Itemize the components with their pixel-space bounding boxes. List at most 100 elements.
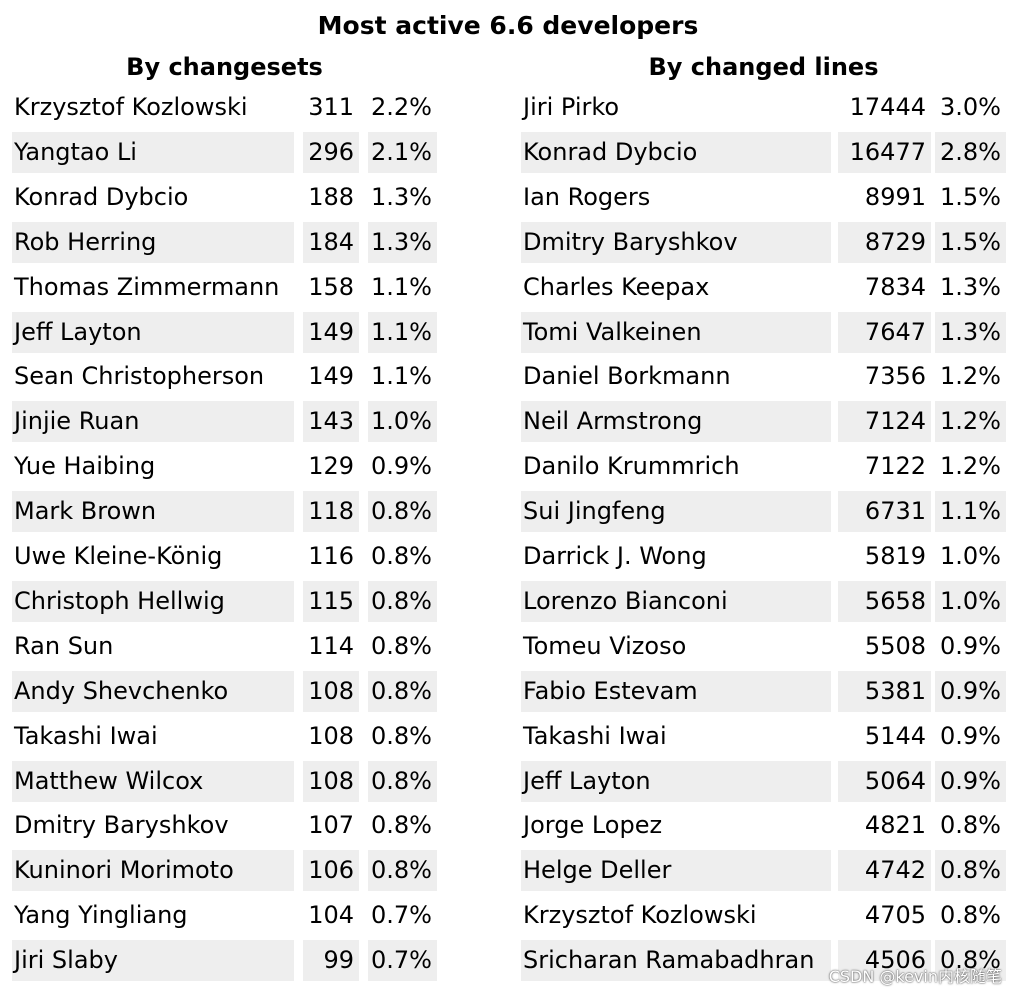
count-value: 158 [308,272,354,301]
count-value: 7122 [864,452,926,481]
count-value: 7124 [838,401,931,443]
count-value: 7834 [864,272,926,301]
developer-name: Rob Herring [12,221,294,263]
developer-name: Christoph Hellwig [12,580,294,622]
percent-value: 1.5% [940,182,1001,211]
count-value: 108 [303,670,359,712]
developer-name: Neil Armstrong [521,401,831,443]
percent-value: 2.1% [368,131,437,173]
percent-value: 1.1% [935,491,1006,533]
developer-name: Ran Sun [14,631,114,660]
developer-name: Dmitry Baryshkov [14,811,229,840]
percent-value: 0.9% [935,760,1006,802]
percent-value: 2.2% [371,93,432,121]
changesets-table-title: By changesets [126,53,323,81]
count-value: 115 [303,580,359,622]
developer-name: Helge Deller [521,850,831,892]
percent-value: 1.1% [371,272,432,301]
developer-name: Fabio Estevam [521,670,831,712]
developer-name: Charles Keepax [523,272,710,301]
percent-value: 3.0% [940,93,1001,121]
developer-name: Takashi Iwai [523,721,667,750]
developer-name: Thomas Zimmermann [14,272,280,301]
changed-lines-table-title: By changed lines [648,53,879,81]
developer-name: Yue Haibing [14,452,156,481]
developer-name: Kuninori Morimoto [12,850,294,892]
count-value: 184 [303,221,359,263]
developer-name: Jiri Pirko [523,93,620,121]
developer-name: Takashi Iwai [14,721,158,750]
percent-value: 0.8% [940,811,1001,840]
percent-value: 0.7% [368,940,437,982]
count-value: 6731 [838,491,931,533]
count-value: 7647 [838,311,931,353]
count-value: 17444 [849,93,926,121]
count-value: 4506 [838,940,931,982]
count-value: 4742 [838,850,931,892]
count-value: 188 [308,182,354,211]
percent-value: 0.8% [371,631,432,660]
developer-name: Sui Jingfeng [521,491,831,533]
developer-name: Danilo Krummrich [523,452,740,481]
count-value: 106 [303,850,359,892]
count-value: 296 [303,131,359,173]
count-value: 116 [308,542,354,570]
percent-value: 0.8% [368,580,437,622]
developer-name: Jiri Slaby [12,940,294,982]
developer-name: Jorge Lopez [523,811,663,840]
developer-name: Uwe Kleine-König [14,542,223,570]
developer-name: Jinjie Ruan [12,401,294,443]
percent-value: 1.2% [935,401,1006,443]
percent-value: 1.2% [940,452,1001,481]
percent-value: 1.5% [935,221,1006,263]
percent-value: 0.8% [368,760,437,802]
developer-name: Mark Brown [12,491,294,533]
count-value: 5658 [838,580,931,622]
count-value: 5144 [864,721,926,750]
count-value: 118 [303,491,359,533]
developer-name: Dmitry Baryshkov [521,221,831,263]
count-value: 104 [308,901,354,930]
developer-name: Krzysztof Kozlowski [14,93,248,121]
developer-name: Ian Rogers [523,182,651,211]
developer-name: Andy Shevchenko [12,670,294,712]
developer-name: Sricharan Ramabadhran [521,940,831,982]
count-value: 5381 [838,670,931,712]
count-value: 108 [308,721,354,750]
count-value: 8991 [864,182,926,211]
count-value: 107 [308,811,354,840]
developer-name: Yang Yingliang [14,901,188,930]
percent-value: 1.1% [371,362,432,391]
percent-value: 1.2% [940,362,1001,391]
developer-name: Matthew Wilcox [12,760,294,802]
percent-value: 0.8% [368,670,437,712]
percent-value: 0.8% [935,940,1006,982]
developer-name: Tomeu Vizoso [523,631,687,660]
percent-value: 0.9% [940,721,1001,750]
count-value: 4821 [864,811,926,840]
developer-name: Krzysztof Kozlowski [523,901,757,930]
count-value: 129 [308,452,354,481]
percent-value: 1.3% [935,311,1006,353]
watermark: CSDN @kevin内核随笔 [828,967,1002,986]
developer-name: Sean Christopherson [14,362,265,391]
percent-value: 0.9% [935,670,1006,712]
count-value: 99 [303,940,359,982]
count-value: 143 [303,401,359,443]
page-title: Most active 6.6 developers [317,11,699,40]
count-value: 114 [308,631,354,660]
developer-name: Tomi Valkeinen [521,311,831,353]
developer-name: Jeff Layton [12,311,294,353]
percent-value: 1.3% [371,182,432,211]
percent-value: 0.8% [368,491,437,533]
percent-value: 0.8% [368,850,437,892]
developer-name: Daniel Borkmann [523,362,731,391]
count-value: 149 [303,311,359,353]
percent-value: 0.8% [371,542,432,570]
percent-value: 1.0% [940,542,1001,570]
count-value: 311 [308,93,354,121]
percent-value: 1.1% [368,311,437,353]
count-value: 5064 [838,760,931,802]
count-value: 8729 [838,221,931,263]
count-value: 149 [308,362,354,391]
